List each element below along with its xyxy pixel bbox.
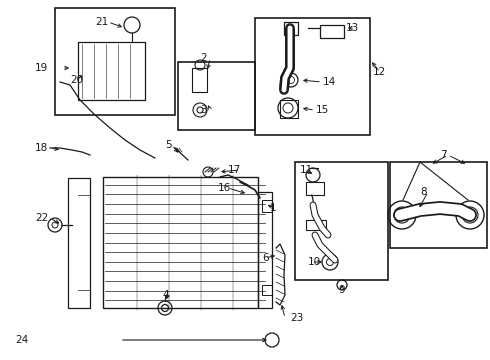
Text: 9: 9 [338, 285, 344, 295]
Text: 5: 5 [165, 140, 172, 150]
Bar [78, 42, 145, 100]
Text: 20: 20 [70, 75, 83, 85]
Bar [55, 8, 175, 115]
Text: 14: 14 [323, 77, 336, 87]
Bar [306, 182, 324, 195]
Bar [68, 178, 90, 308]
Text: 23: 23 [290, 313, 303, 323]
Text: 8: 8 [420, 187, 427, 197]
Text: 4: 4 [162, 290, 169, 300]
Text: 12: 12 [373, 67, 386, 77]
Text: 16: 16 [218, 183, 231, 193]
Text: 3: 3 [200, 105, 207, 115]
Text: 13: 13 [346, 23, 359, 33]
Bar [320, 25, 344, 38]
Text: 7: 7 [440, 150, 446, 160]
Text: 2: 2 [200, 53, 207, 63]
Text: 15: 15 [316, 105, 329, 115]
Text: 22: 22 [35, 213, 48, 223]
Bar [258, 192, 272, 308]
Bar [255, 18, 370, 135]
Bar [178, 62, 255, 130]
Text: 21: 21 [95, 17, 108, 27]
Bar [262, 200, 272, 212]
Bar [103, 177, 258, 308]
Bar [280, 100, 298, 118]
Bar [306, 220, 326, 230]
Text: 10: 10 [308, 257, 321, 267]
Text: 24: 24 [15, 335, 28, 345]
Bar [284, 22, 298, 35]
Text: 1: 1 [270, 203, 277, 213]
Text: 11: 11 [300, 165, 313, 175]
Text: 19: 19 [35, 63, 48, 73]
Text: 6: 6 [262, 253, 269, 263]
Bar [390, 162, 487, 248]
Text: 17: 17 [228, 165, 241, 175]
Text: 18: 18 [35, 143, 48, 153]
Bar [295, 162, 388, 280]
Bar [192, 68, 207, 92]
Bar [262, 285, 272, 295]
